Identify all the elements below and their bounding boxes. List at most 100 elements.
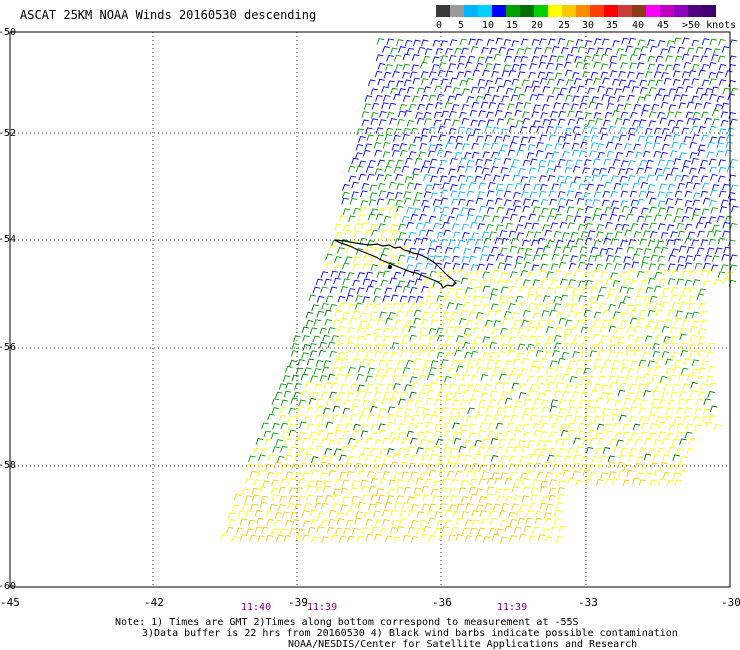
wind-barb [553,518,561,525]
wind-barb [270,432,279,440]
wind-barb [427,517,436,525]
wind-barb [332,319,341,326]
wind-barb [369,432,378,439]
wind-barb [459,157,467,165]
wind-barb [638,53,647,61]
wind-barb [432,199,441,206]
wind-barb [406,359,414,367]
wind-barb [509,213,518,221]
wind-barb [535,350,544,357]
wind-barb [527,144,536,151]
wind-barb [648,197,657,205]
wind-barb [482,271,490,278]
wind-barb [461,511,469,518]
wind-barb [510,414,519,422]
wind-barb [412,39,421,47]
wind-barb [596,223,604,231]
wind-barb [666,159,674,167]
wind-barb [522,486,530,494]
wind-barb [423,174,431,181]
colorbar-swatch [562,5,576,17]
wind-barb [301,510,310,517]
wind-barb [544,517,553,525]
wind-barb [541,310,549,317]
wind-barb [570,255,578,262]
wind-barb [429,367,437,374]
wind-barb [596,294,604,302]
wind-barb [424,447,432,455]
wind-barb [474,439,482,447]
wind-barb [423,359,432,367]
wind-barb [335,463,343,471]
wind-barb [425,397,434,405]
wind-barb [365,375,373,383]
wind-barb [539,485,548,493]
wind-barb [611,408,619,416]
wind-barb [482,214,490,222]
wind-barb [421,128,429,135]
wind-barb [701,79,710,87]
wind-barb [674,359,682,367]
wind-barb [478,110,486,117]
wind-barb [313,368,322,375]
wind-barb [351,405,359,413]
wind-barb [575,159,583,167]
wind-barb [504,111,512,119]
wind-barb [422,205,430,213]
wind-barb [298,495,306,503]
wind-barb [668,424,677,431]
wind-barb [554,143,562,150]
wind-barb [510,237,519,245]
colorbar-swatch [534,5,548,17]
wind-barb [611,413,620,421]
wind-barb [676,264,684,271]
wind-barb [472,304,480,312]
wind-barb [324,278,332,286]
wind-barb [528,71,536,79]
wind-barb [437,455,445,462]
wind-barb [442,182,450,190]
wind-barb [722,221,730,229]
wind-barb [611,207,620,214]
wind-barb [600,472,608,479]
wind-barb [356,327,365,334]
wind-barb [710,207,718,214]
wind-barb [397,118,405,126]
wind-barb [638,359,647,367]
wind-barb [437,366,446,374]
wind-barb [472,327,481,334]
wind-barb [284,438,292,446]
wind-barb [417,46,426,54]
wind-barb [633,103,641,111]
wind-barb [484,503,493,510]
wind-barb [546,168,554,175]
wind-barb [523,102,532,109]
wind-barb [399,391,408,399]
wind-barb [554,326,563,334]
wind-barb [645,71,653,78]
wind-barb [410,471,418,479]
wind-barb [619,271,628,279]
wind-barb [685,111,694,119]
wind-barb [692,192,701,200]
wind-barb [513,55,522,63]
wind-barb [501,95,509,103]
wind-barb [685,423,693,431]
wind-barb [434,527,442,535]
wind-barb [375,383,384,391]
wind-barb [554,72,563,80]
wind-barb [628,160,636,167]
wind-barb [283,534,292,542]
colorbar-swatch [702,5,716,17]
wind-barb [571,142,580,150]
wind-barb [306,485,314,493]
wind-barb [628,269,636,277]
wind-barb [619,382,628,390]
wind-barb [334,429,342,437]
wind-barb [616,341,625,349]
wind-barb [481,231,490,239]
wind-barb [679,391,687,398]
wind-barb [348,175,357,183]
wind-barb [537,439,545,447]
wind-barb [643,248,652,255]
